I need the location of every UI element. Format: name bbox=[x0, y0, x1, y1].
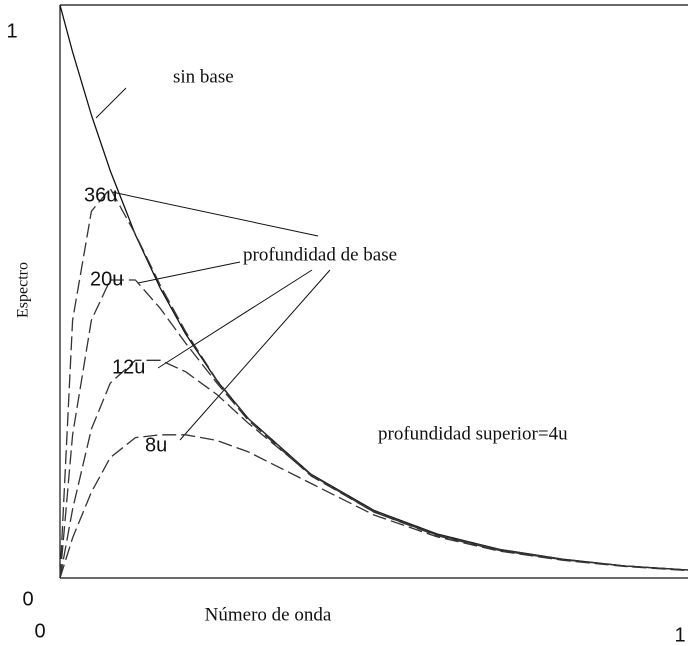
leader-lines bbox=[95, 87, 331, 441]
leader-line bbox=[111, 191, 319, 237]
x-tick-label: 0 bbox=[34, 620, 45, 642]
series-label: sin base bbox=[173, 66, 234, 87]
y-tick-label: 1 bbox=[6, 20, 17, 42]
y-tick-label: 0 bbox=[22, 588, 33, 610]
annotation: profundidad de base bbox=[243, 244, 397, 265]
x-tick-label: 1 bbox=[674, 624, 685, 646]
series-line bbox=[59, 4, 688, 571]
y-axis-label: Espectro bbox=[15, 262, 32, 318]
series-label: 36u bbox=[84, 184, 117, 206]
leader-line bbox=[157, 269, 313, 369]
series-label: 8u bbox=[145, 434, 167, 456]
series-line bbox=[59, 434, 688, 579]
x-axis-label: Número de onda bbox=[205, 604, 332, 625]
leader-line bbox=[137, 261, 241, 284]
leader-line bbox=[95, 87, 127, 119]
series-line bbox=[59, 359, 688, 579]
series-line bbox=[59, 279, 688, 579]
leader-line bbox=[179, 269, 331, 441]
series-line bbox=[59, 187, 688, 579]
series-label: 12u bbox=[112, 356, 145, 378]
series-label: 20u bbox=[90, 268, 123, 290]
annotation: profundidad superior=4u bbox=[378, 423, 568, 444]
